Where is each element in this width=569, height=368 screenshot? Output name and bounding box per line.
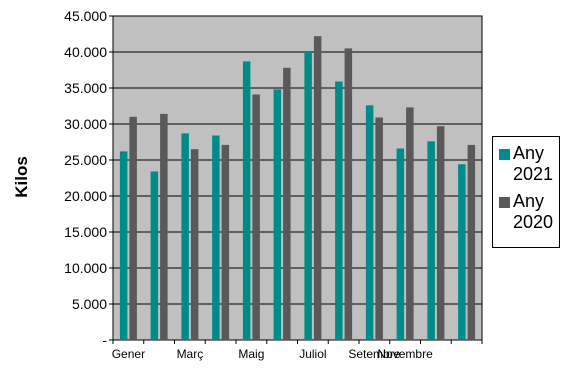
- legend-swatch: [499, 197, 510, 208]
- legend-item-series-2: Any 2020: [499, 191, 555, 233]
- legend-label: Any 2021: [513, 143, 554, 184]
- bar-series-1: [396, 148, 405, 340]
- bar-series-2: [436, 126, 445, 340]
- legend-label: Any 2020: [513, 191, 554, 232]
- y-tick-label: -: [102, 332, 107, 348]
- bar-series-2: [129, 116, 137, 340]
- bar-series-2: [375, 117, 383, 340]
- x-tick-label: Novembre: [377, 347, 433, 361]
- bar-series-2: [160, 113, 168, 341]
- x-tick-label: Maig: [238, 347, 264, 361]
- bar-series-2: [190, 149, 199, 340]
- gridlines: [113, 15, 482, 305]
- legend-swatch: [499, 149, 510, 160]
- y-axis-ticks: - 5.000 10.000 15.000 20.000 25.000 30.000 35.0…: [64, 8, 113, 348]
- plot-area: [112, 15, 483, 341]
- y-tick-label: 35.000: [64, 80, 107, 96]
- bar-series-1: [427, 141, 435, 340]
- bar-series-2: [252, 94, 260, 340]
- y-tick-label: 30.000: [64, 116, 107, 132]
- bar-series-1: [365, 105, 374, 340]
- bars: [119, 36, 476, 341]
- bar-series-2: [283, 67, 291, 341]
- bar-series-1: [273, 89, 282, 341]
- x-tick-label: Juliol: [299, 347, 326, 361]
- y-tick-label: 45.000: [64, 8, 107, 24]
- x-tick-label: Març: [177, 347, 204, 361]
- bar-series-1: [458, 164, 466, 340]
- x-tick-label: Setembre: [348, 347, 400, 361]
- y-tick-label: 5.000: [72, 296, 107, 312]
- bar-series-2: [313, 36, 322, 340]
- bar-series-1: [304, 52, 312, 340]
- y-tick-label: 10.000: [64, 260, 107, 276]
- x-tick-label: Gener: [112, 347, 145, 361]
- y-tick-label: 40.000: [64, 44, 107, 60]
- bar-series-2: [344, 48, 353, 341]
- y-tick-label: 15.000: [64, 224, 107, 240]
- bar-series-2: [467, 144, 476, 340]
- bar-series-1: [150, 171, 159, 340]
- legend: Any 2021 Any 2020: [492, 136, 560, 248]
- y-axis-label: Kilos: [12, 156, 31, 198]
- bar-series-1: [242, 61, 251, 341]
- bar-series-1: [119, 151, 128, 340]
- bar-series-1: [335, 81, 343, 340]
- bar-series-1: [212, 135, 220, 340]
- y-tick-label: 25.000: [64, 152, 107, 168]
- bar-series-2: [406, 107, 414, 341]
- bar-series-1: [181, 133, 189, 340]
- bar-series-2: [221, 144, 230, 340]
- legend-item-series-1: Any 2021: [499, 143, 555, 185]
- y-tick-label: 20.000: [64, 188, 107, 204]
